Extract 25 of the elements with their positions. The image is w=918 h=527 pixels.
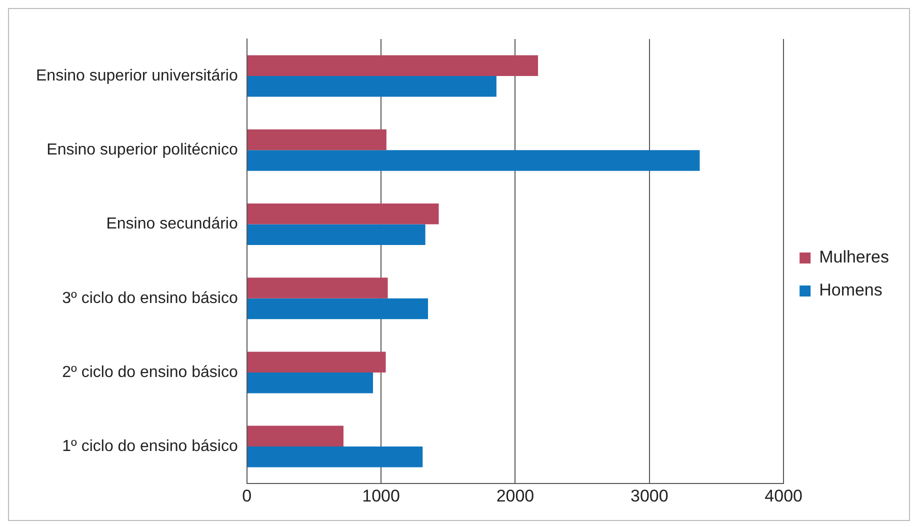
x-tick-label: 0 — [242, 486, 252, 506]
x-tick-label: 4000 — [764, 486, 802, 506]
y-tick-label: 3º ciclo do ensino básico — [62, 290, 238, 307]
y-tick-label: 1º ciclo do ensino básico — [62, 438, 238, 455]
y-tick-label: Ensino secundário — [106, 216, 238, 233]
bar — [247, 204, 439, 224]
bar — [247, 352, 386, 372]
bar — [247, 150, 700, 171]
bar — [247, 426, 344, 447]
bar — [247, 372, 373, 394]
bar — [247, 278, 388, 298]
bar — [247, 446, 423, 468]
bar — [247, 298, 428, 320]
bar — [247, 129, 386, 150]
x-tick-label: 3000 — [630, 486, 668, 506]
x-tick-label: 2000 — [496, 486, 534, 506]
y-tick-label: Ensino superior universitário — [36, 67, 238, 84]
legend-label: Homens — [819, 280, 882, 300]
y-tick-label: Ensino superior politécnico — [46, 142, 238, 159]
bar — [247, 55, 538, 76]
x-tick-label: 1000 — [362, 486, 400, 506]
bar — [247, 224, 426, 245]
bar — [247, 76, 496, 97]
legend-label: Mulheres — [819, 248, 890, 267]
y-tick-label: 2º ciclo do ensino básico — [62, 364, 238, 381]
